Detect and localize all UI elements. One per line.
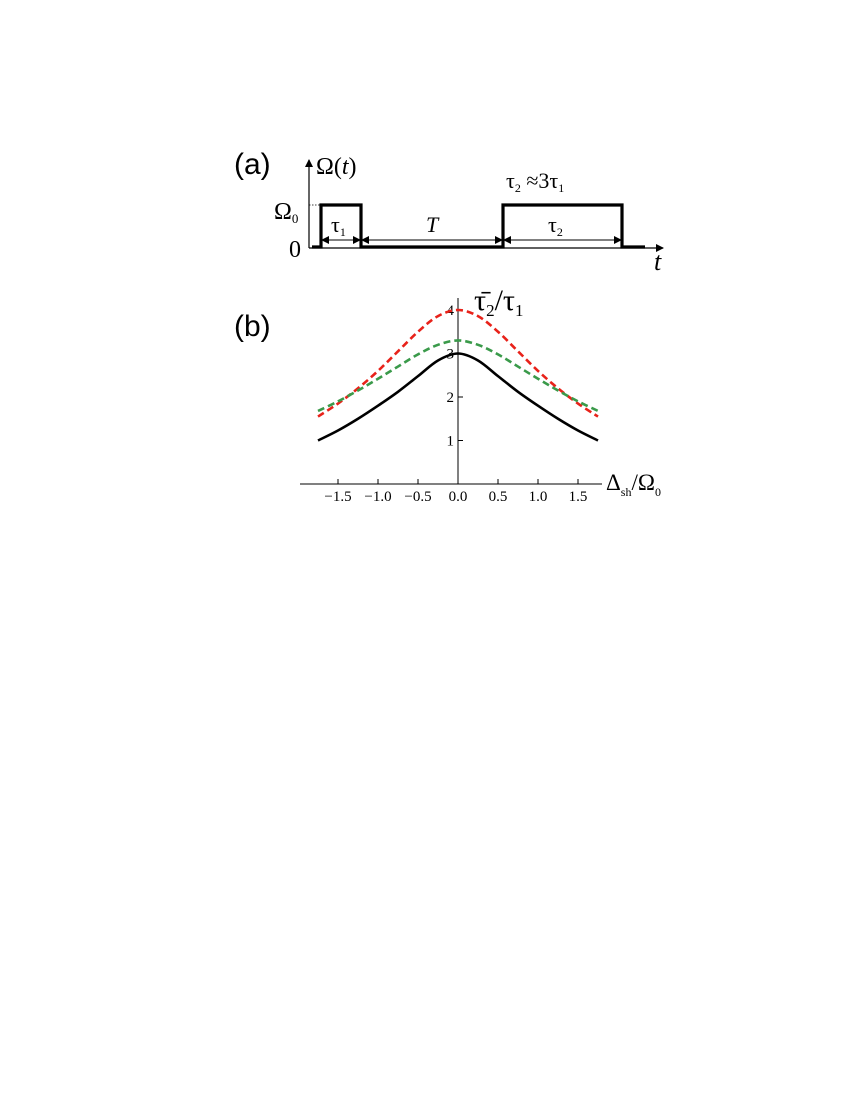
omega0-level-label: Ω0 bbox=[274, 199, 298, 226]
panel-a-label: (a) bbox=[234, 148, 271, 181]
panel-a: (a) Ω(t) t Ω0 0 τ1 T τ2 τ2 ≈3τ bbox=[234, 148, 664, 276]
pulse-sequence bbox=[312, 203, 645, 249]
series-line-1 bbox=[317, 352, 599, 442]
y-tick-label: 1 bbox=[447, 434, 455, 450]
panel-a-x-axis-label: t bbox=[654, 247, 662, 276]
series-layer bbox=[317, 308, 599, 442]
gap-label: T bbox=[426, 212, 440, 237]
x-tick-label: −0.5 bbox=[404, 489, 431, 505]
tau1-label: τ1 bbox=[331, 212, 346, 239]
x-ticks: −1.5 −1.0 −0.5 0.0 0.5 1.0 1.5 bbox=[324, 479, 587, 505]
relation-label: τ2 ≈3τ1 bbox=[506, 168, 564, 195]
series-line-2 bbox=[317, 308, 599, 418]
x-tick-label: 0.5 bbox=[489, 489, 508, 505]
x-tick-label: 0.0 bbox=[449, 489, 468, 505]
x-tick-label: 1.5 bbox=[569, 489, 588, 505]
x-tick-label: 1.0 bbox=[529, 489, 548, 505]
zero-level-label: 0 bbox=[289, 237, 301, 263]
x-tick-label: −1.5 bbox=[324, 489, 351, 505]
chart-y-label: τ̄2/τ1 bbox=[474, 284, 523, 320]
chart-x-label: Δsh/Ω0 bbox=[606, 470, 661, 499]
series-line-3 bbox=[317, 339, 599, 413]
x-tick-label: −1.0 bbox=[364, 489, 391, 505]
y-tick-label: 2 bbox=[447, 390, 455, 406]
tau2-label: τ2 bbox=[548, 212, 563, 239]
panel-b-label: (b) bbox=[234, 310, 271, 343]
panel-a-y-axis-label: Ω(t) bbox=[316, 154, 357, 180]
